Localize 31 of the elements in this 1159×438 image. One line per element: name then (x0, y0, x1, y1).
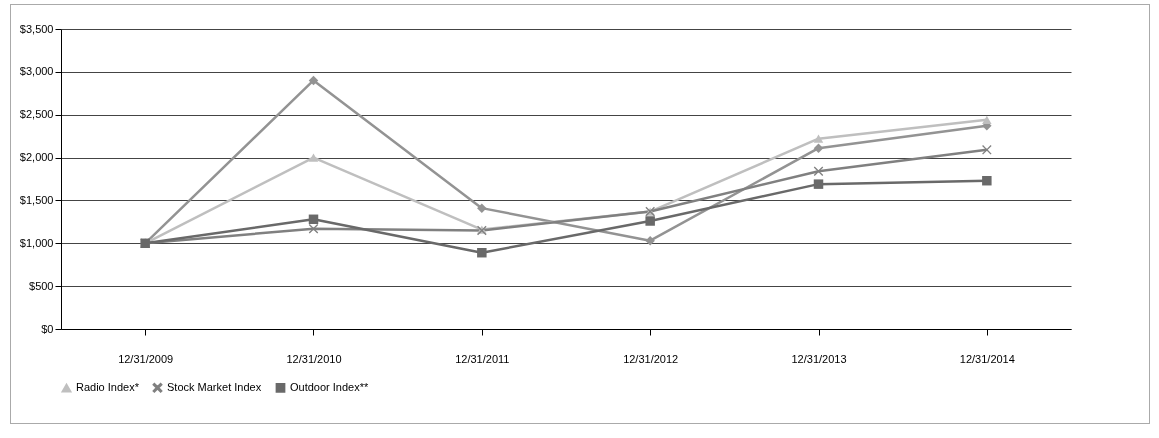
y-tick-label: $3,500 (19, 22, 54, 35)
point (477, 203, 487, 213)
point (308, 153, 319, 162)
legend-label: Outdoor Index** (290, 380, 369, 393)
y-tick-label: $0 (41, 322, 54, 335)
y-tick-label: $2,000 (19, 151, 54, 164)
y-tick-label: $3,000 (19, 65, 54, 78)
point (982, 175, 992, 186)
x-tick-label: 12/31/2009 (118, 352, 174, 365)
y-tick-label: $2,500 (19, 108, 54, 121)
point (813, 179, 824, 189)
legend-label: Radio Index* (76, 381, 140, 394)
point (813, 166, 824, 177)
y-tick-label: $1,000 (19, 236, 54, 249)
point (645, 235, 655, 246)
point (813, 143, 824, 153)
point (308, 223, 319, 234)
x-tick-label: 12/31/2014 (959, 352, 1015, 365)
x-tick-label: 12/31/2010 (286, 352, 342, 365)
point (477, 247, 487, 258)
x-tick-label: 12/31/2011 (455, 352, 510, 365)
point (308, 75, 319, 86)
point (645, 216, 655, 226)
x-tick-label: 12/31/2013 (791, 352, 847, 365)
point (308, 214, 319, 225)
point (813, 134, 824, 143)
x-tick-label: 12/31/2012 (623, 352, 679, 365)
legend-label: Stock Market Index (167, 380, 262, 393)
y-tick-label: $1,500 (19, 193, 54, 206)
y-tick-label: $500 (29, 279, 54, 292)
point (982, 115, 992, 124)
